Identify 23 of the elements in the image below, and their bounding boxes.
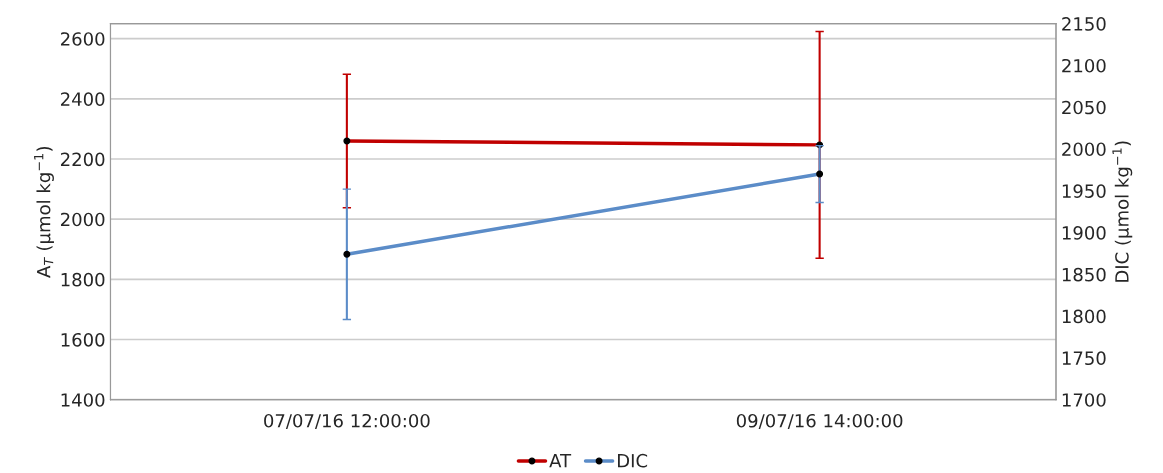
- y2-tick-label: 1700: [1062, 393, 1106, 407]
- legend-label: AT: [549, 454, 572, 468]
- y2-tick-label: 1950: [1062, 184, 1106, 198]
- y-tick-label: 2200: [61, 152, 105, 167]
- y2-tick-label: 1900: [1062, 226, 1106, 240]
- y2-tick-label: 2000: [1062, 142, 1106, 157]
- y-tick-label: 1400: [61, 393, 105, 407]
- x-tick-label: 09/07/16 14:00:00: [736, 413, 903, 429]
- y2-tick-label: 2050: [1062, 100, 1106, 115]
- y-tick-label: 2400: [61, 92, 105, 106]
- y-axis-title: A$_{T}$ (µmol kg$^{−1}$): [34, 146, 54, 278]
- y2-axis-title: DIC (µmol kg$^{−1}$): [1112, 141, 1133, 282]
- y2-tick-label: 1800: [1062, 309, 1106, 324]
- y2-tick-label: 1850: [1062, 267, 1106, 282]
- y-tick-label: 2000: [61, 212, 105, 227]
- y-tick-label: 1800: [61, 272, 105, 287]
- y2-tick-label: 1750: [1062, 351, 1106, 366]
- y2-tick-label: 2150: [1062, 17, 1106, 31]
- legend-label: DIC: [618, 453, 648, 468]
- y-tick-label: 1600: [61, 332, 105, 347]
- x-tick-label: 07/07/16 12:00:00: [264, 413, 430, 429]
- y2-tick-label: 2100: [1062, 58, 1106, 73]
- y-tick-label: 2600: [61, 32, 105, 46]
